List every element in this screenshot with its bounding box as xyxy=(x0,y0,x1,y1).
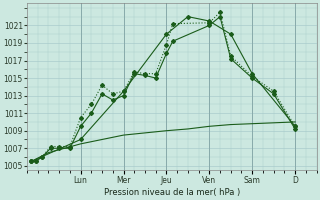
X-axis label: Pression niveau de la mer( hPa ): Pression niveau de la mer( hPa ) xyxy=(104,188,240,197)
